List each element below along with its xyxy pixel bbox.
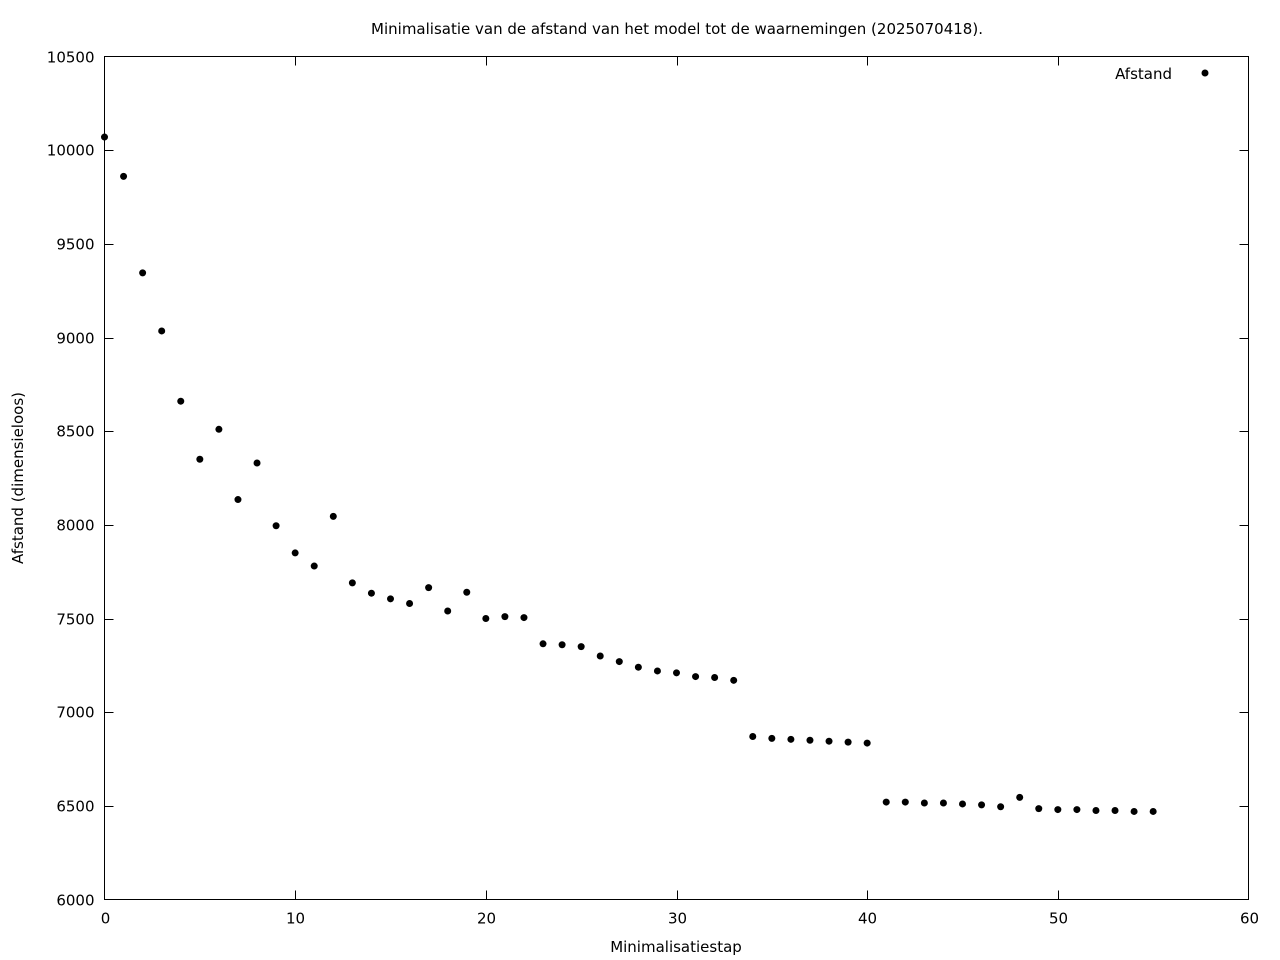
y-tick-label: 9000 xyxy=(56,330,94,348)
data-point xyxy=(1130,807,1138,815)
x-axis-label: Minimalisatiestap xyxy=(610,938,742,956)
data-point xyxy=(978,801,986,809)
data-point xyxy=(101,133,108,141)
data-point xyxy=(920,799,928,807)
legend-label-afstand: Afstand xyxy=(1115,65,1172,83)
data-point xyxy=(425,584,433,592)
data-point xyxy=(901,798,909,806)
data-point xyxy=(272,522,280,530)
y-tick-label: 7500 xyxy=(56,611,94,629)
data-point xyxy=(520,614,528,622)
data-point xyxy=(558,641,566,649)
legend: Afstand xyxy=(1115,65,1209,83)
data-point xyxy=(1073,806,1081,814)
data-point xyxy=(406,600,414,608)
data-point xyxy=(806,736,814,744)
data-point xyxy=(730,676,738,684)
data-points xyxy=(101,133,1157,815)
data-point xyxy=(444,607,452,615)
data-point xyxy=(863,739,871,747)
data-point xyxy=(120,172,128,180)
data-point xyxy=(844,738,852,746)
data-point xyxy=(577,643,585,651)
data-point xyxy=(234,496,242,504)
data-point xyxy=(539,640,547,648)
data-point xyxy=(634,663,642,671)
data-point xyxy=(1035,805,1043,813)
data-point xyxy=(1092,807,1100,815)
x-tick-label: 50 xyxy=(1049,910,1068,928)
x-tick-label: 30 xyxy=(668,910,687,928)
data-point xyxy=(959,800,966,808)
x-tick-label: 20 xyxy=(477,910,496,928)
axis-ticks xyxy=(104,56,1249,900)
data-point xyxy=(653,667,661,675)
y-tick-label: 7000 xyxy=(56,704,94,722)
data-point xyxy=(997,803,1005,811)
data-point xyxy=(825,737,833,745)
data-point xyxy=(673,669,680,677)
data-point xyxy=(1054,806,1062,814)
data-point xyxy=(711,674,719,682)
data-point xyxy=(787,735,795,743)
y-tick-label: 6000 xyxy=(56,892,94,910)
data-point xyxy=(215,425,223,433)
axis-tick-labels: 0 10 20 30 40 50 60 6000 6500 7000 7500 8000 8500 900… xyxy=(47,49,1259,928)
data-point xyxy=(177,397,185,405)
data-point xyxy=(501,613,509,621)
data-point xyxy=(692,673,700,681)
y-tick-label: 10500 xyxy=(47,49,95,67)
data-point xyxy=(482,615,490,622)
data-point xyxy=(139,269,147,277)
data-point xyxy=(768,734,776,742)
y-tick-label: 8000 xyxy=(56,517,94,535)
data-point xyxy=(939,799,947,807)
data-point xyxy=(882,798,890,806)
data-point xyxy=(615,658,623,666)
x-tick-label: 40 xyxy=(858,910,877,928)
data-point xyxy=(749,733,757,741)
data-point xyxy=(1016,793,1024,801)
data-point xyxy=(1111,807,1119,815)
data-point xyxy=(329,512,337,520)
chart-title: Minimalisatie van de afstand van het mod… xyxy=(371,20,983,38)
data-point xyxy=(310,562,318,570)
data-point xyxy=(196,455,204,463)
legend-marker-afstand xyxy=(1201,69,1209,77)
data-point xyxy=(596,652,604,660)
data-point xyxy=(158,327,166,335)
x-tick-label: 10 xyxy=(286,910,305,928)
y-tick-label: 6500 xyxy=(56,798,94,816)
y-axis-label: Afstand (dimensieloos) xyxy=(9,392,27,564)
data-point xyxy=(367,589,375,597)
data-point xyxy=(291,549,299,557)
x-tick-label: 0 xyxy=(101,910,111,928)
data-point xyxy=(253,459,261,467)
y-tick-label: 8500 xyxy=(56,423,94,441)
y-tick-label: 10000 xyxy=(47,142,95,160)
data-point xyxy=(348,579,356,587)
data-point xyxy=(463,588,471,596)
y-tick-label: 9500 xyxy=(56,236,94,254)
data-point xyxy=(387,595,394,603)
data-point xyxy=(1149,807,1157,815)
x-tick-label: 60 xyxy=(1240,910,1259,928)
plot-area-border xyxy=(104,56,1249,900)
